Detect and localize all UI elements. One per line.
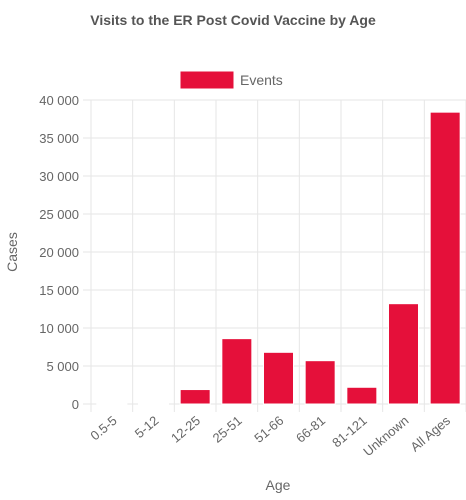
chart-title: Visits to the ER Post Covid Vaccine by A… (90, 12, 376, 28)
x-tick-label: 0.5-5 (87, 413, 119, 444)
x-tick-label: 25-51 (210, 413, 245, 446)
bar-25-51[interactable] (221, 338, 253, 405)
bar-12-25[interactable] (179, 389, 211, 405)
y-tick-label: 15 000 (39, 283, 79, 298)
y-tick-label: 0 (72, 397, 79, 412)
x-axis-title: Age (266, 477, 291, 493)
x-tick-labels: 0.5-5 5-12 12-25 25-51 51-66 66-81 81-121Unkno… (87, 412, 453, 459)
bar-unknown[interactable] (388, 303, 419, 405)
x-tick-label: Unknown (360, 413, 411, 459)
bar-0-5-5[interactable] (96, 402, 128, 405)
y-tick-label: 30 000 (39, 169, 79, 184)
bar-5-12[interactable] (138, 402, 169, 405)
y-tick-label: 40 000 (39, 93, 79, 108)
bars (96, 111, 461, 405)
y-tick-labels: 0 5 000 10 000 15 000 20 000 25 000 30 000 35 0… (39, 93, 79, 412)
y-tick-label: 25 000 (39, 207, 79, 222)
legend-label-events: Events (240, 72, 283, 88)
x-tick-label: 51-66 (251, 413, 286, 446)
bar-all-ages[interactable] (429, 111, 461, 405)
x-tick-label: 5-12 (132, 413, 162, 441)
x-tick-label: 66-81 (293, 413, 328, 446)
y-tick-label: 35 000 (39, 131, 79, 146)
bar-51-66[interactable] (263, 351, 294, 405)
legend[interactable]: Events (179, 70, 283, 90)
y-axis-title: Cases (4, 232, 20, 272)
y-tick-label: 10 000 (39, 321, 79, 336)
x-tick-label: 12-25 (168, 413, 203, 446)
y-tick-label: 5 000 (46, 359, 79, 374)
gridlines (83, 99, 466, 412)
bar-81-121[interactable] (346, 386, 378, 405)
y-tick-label: 20 000 (39, 245, 79, 260)
legend-swatch-events (179, 70, 235, 90)
x-tick-label: All Ages (407, 412, 453, 454)
bar-66-81[interactable] (304, 360, 336, 405)
